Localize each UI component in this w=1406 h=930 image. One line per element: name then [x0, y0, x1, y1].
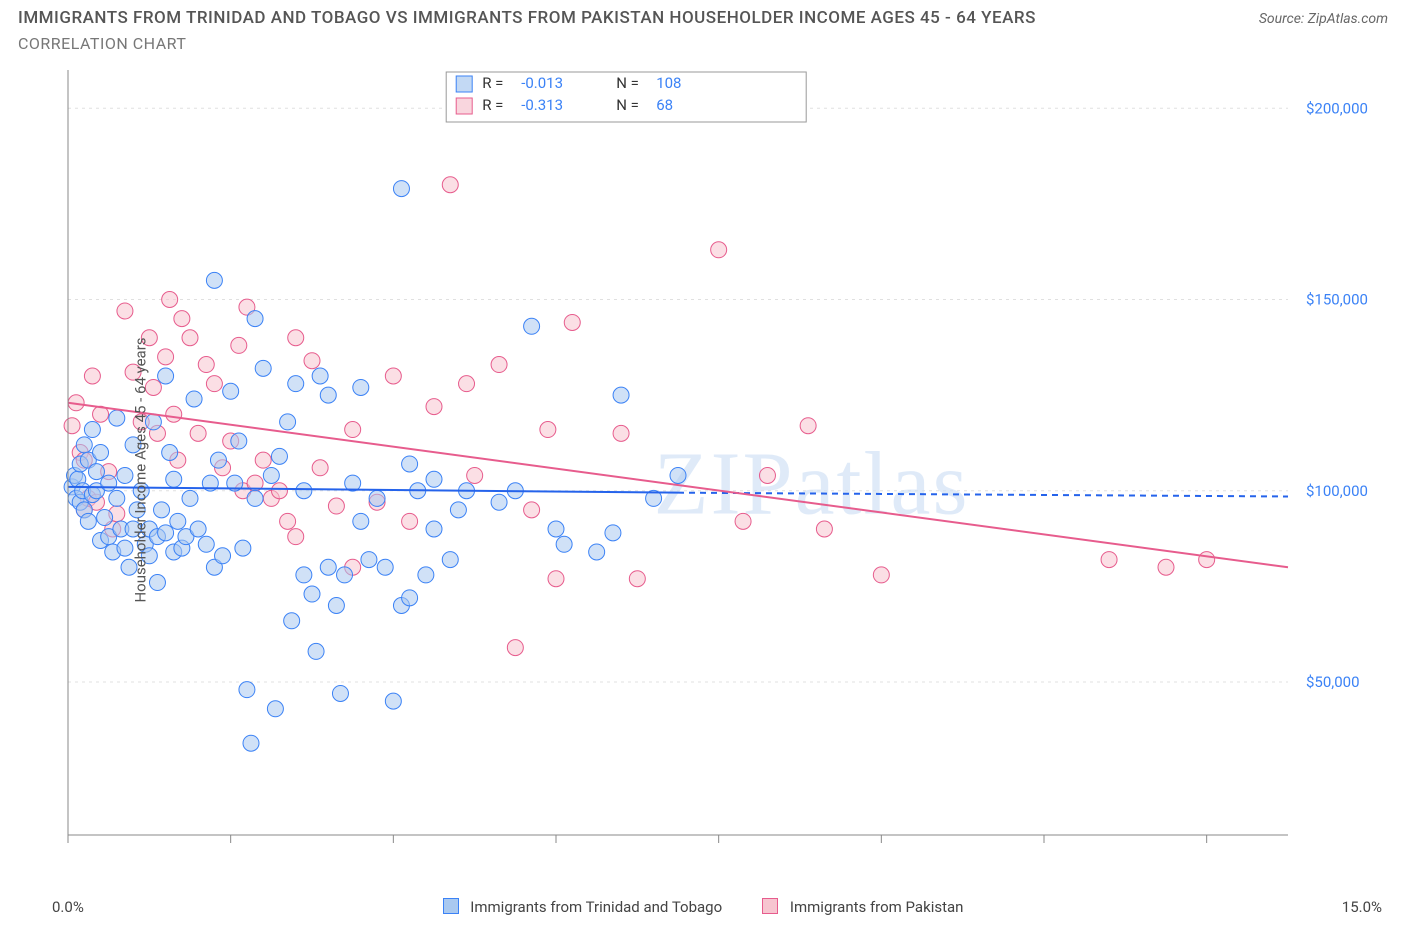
x-axis-min-label: 0.0%	[52, 898, 84, 916]
x-axis-max-label: 15.0%	[1342, 898, 1382, 916]
svg-text:$100,000: $100,000	[1306, 482, 1368, 500]
y-axis-label: Householder Income Ages 45 - 64 years	[132, 337, 150, 602]
legend-swatch-trinidad	[443, 898, 459, 914]
legend-label-trinidad: Immigrants from Trinidad and Tobago	[470, 898, 722, 916]
svg-text:N =: N =	[616, 74, 639, 92]
series-legend: Immigrants from Trinidad and Tobago Immi…	[0, 898, 1406, 916]
svg-text:$200,000: $200,000	[1306, 99, 1368, 117]
correlation-scatter-chart: $50,000$100,000$150,000$200,000ZIPatlasR…	[18, 65, 1388, 875]
svg-text:R =: R =	[482, 96, 503, 114]
svg-text:$150,000: $150,000	[1306, 291, 1368, 309]
svg-text:R =: R =	[482, 74, 503, 92]
legend-item-trinidad: Immigrants from Trinidad and Tobago	[443, 898, 723, 916]
svg-text:N =: N =	[616, 96, 639, 114]
legend-item-pakistan: Immigrants from Pakistan	[762, 898, 963, 916]
page-subtitle: CORRELATION CHART	[0, 28, 1406, 65]
svg-text:$50,000: $50,000	[1306, 673, 1360, 691]
svg-text:-0.013: -0.013	[521, 74, 563, 92]
legend-swatch-pakistan	[762, 898, 778, 914]
svg-text:108: 108	[656, 74, 681, 92]
svg-text:68: 68	[656, 96, 673, 114]
chart-container: Householder Income Ages 45 - 64 years $5…	[18, 65, 1388, 875]
source-label: Source: ZipAtlas.com	[1259, 11, 1388, 27]
page-title: IMMIGRANTS FROM TRINIDAD AND TOBAGO VS I…	[18, 8, 1036, 28]
legend-label-pakistan: Immigrants from Pakistan	[790, 898, 964, 916]
svg-text:-0.313: -0.313	[521, 96, 563, 114]
